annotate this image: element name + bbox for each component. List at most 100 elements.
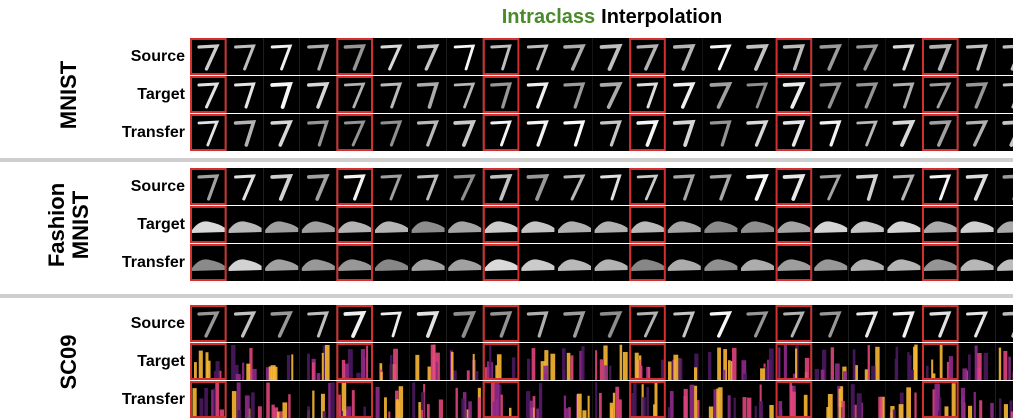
image-tile [849, 114, 886, 151]
spectrogram-band [544, 373, 547, 380]
spectrogram-band [1004, 404, 1008, 418]
image-tile [885, 76, 922, 113]
image-tile [885, 38, 922, 75]
spectrogram-band [654, 383, 657, 418]
image-tile [739, 38, 776, 75]
image-tile [922, 381, 959, 418]
image-tile [410, 381, 447, 418]
spectrogram-band [216, 361, 220, 380]
tile-bg [922, 76, 959, 113]
spectrogram-band [588, 396, 590, 418]
group-label: MNIST [56, 60, 81, 129]
image-tile [702, 343, 739, 380]
tile-bg [190, 76, 227, 113]
spectrogram-band [595, 350, 597, 380]
spectrogram-band [974, 392, 976, 418]
image-tile [263, 76, 300, 113]
spectrogram-band [999, 348, 1001, 380]
spectrogram-band [266, 383, 270, 418]
spectrogram-band [245, 395, 250, 418]
tile-bg [556, 343, 593, 380]
image-tile [776, 343, 813, 380]
image-tile [373, 76, 410, 113]
spectrogram-band [338, 395, 340, 418]
spectrogram-band [999, 398, 1002, 418]
tile-bg [336, 114, 373, 151]
image-tile [849, 305, 886, 342]
spectrogram-band [412, 382, 415, 418]
tile-bg [995, 38, 1013, 75]
image-tile [776, 168, 813, 205]
spectrogram-band [487, 361, 489, 380]
image-tile [593, 168, 630, 205]
spectrogram-band [342, 360, 345, 380]
image-tile [446, 381, 483, 418]
image-tile [849, 206, 886, 243]
image-tile [739, 114, 776, 151]
spectrogram-band [204, 388, 208, 418]
spectrogram-band [421, 410, 423, 418]
spectrogram-band [288, 394, 290, 418]
spectrogram-band [252, 369, 256, 380]
image-tile [263, 381, 300, 418]
spectrogram-band [778, 401, 782, 418]
image-tile [227, 343, 264, 380]
image-tile [959, 305, 996, 342]
image-tile [702, 38, 739, 75]
image-tile [812, 168, 849, 205]
image-tile [629, 114, 666, 151]
image-tile [446, 343, 483, 380]
row-label: Source [131, 178, 185, 195]
image-tile [593, 244, 630, 281]
image-tile [519, 38, 556, 75]
spectrogram-band [728, 395, 731, 418]
image-tile [593, 206, 630, 243]
image-tile [446, 168, 483, 205]
spectrogram-band [328, 383, 330, 418]
tile-bg [849, 38, 886, 75]
image-tile [849, 76, 886, 113]
image-tile [519, 114, 556, 151]
spectrogram-band [214, 388, 216, 418]
image-tile [593, 38, 630, 75]
image-tile [373, 38, 410, 75]
spectrogram-band [199, 351, 203, 380]
spectrogram-band [968, 355, 971, 380]
image-tile [776, 38, 813, 75]
spectrogram-band [331, 382, 335, 418]
spectrogram-band [439, 400, 443, 418]
tile-bg [263, 305, 300, 342]
image-tile [556, 168, 593, 205]
image-tile [336, 244, 373, 281]
image-tile [373, 114, 410, 151]
image-tile [702, 244, 739, 281]
image-tile [739, 305, 776, 342]
spectrogram-band [831, 347, 834, 380]
spectrogram-band [805, 358, 810, 380]
image-tile [593, 76, 630, 113]
tile-bg [995, 168, 1013, 205]
image-tile [959, 244, 996, 281]
image-tile [849, 38, 886, 75]
spectrogram-band [975, 346, 978, 380]
spectrogram-band [694, 386, 697, 418]
image-tile [410, 38, 447, 75]
spectrogram-band [312, 391, 314, 418]
image-tile [776, 305, 813, 342]
spectrogram-band [211, 390, 214, 418]
image-tile [666, 38, 703, 75]
image-tile [263, 114, 300, 151]
image-tile [849, 244, 886, 281]
image-tile [483, 38, 520, 75]
image-tile [519, 305, 556, 342]
image-tile [995, 38, 1013, 75]
spectrogram-band [192, 388, 196, 418]
tile-bg [702, 114, 739, 151]
spectrogram-band [393, 349, 398, 380]
spectrogram-band [743, 397, 747, 418]
spectrogram-band [795, 349, 797, 380]
image-tile [776, 381, 813, 418]
spectrogram-band [595, 382, 597, 418]
spectrogram-band [532, 348, 536, 380]
spectrogram-band [307, 354, 310, 380]
